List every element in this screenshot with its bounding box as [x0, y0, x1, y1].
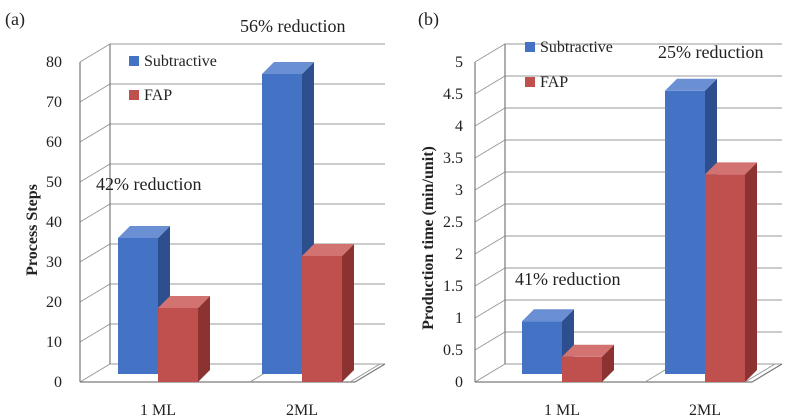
x-category-label: 2ML [689, 402, 721, 419]
panel-b-legend-subtractive: Subtractive [540, 39, 613, 56]
gridline [474, 107, 782, 127]
panel-a-bars [118, 62, 354, 382]
bar-top-subtractive [522, 309, 574, 322]
bar-top-subtractive [665, 78, 717, 91]
panel-a-chart: (a) Process Steps 0 10 20 30 40 50 60 70 80 1 ML… [5, 9, 386, 419]
y-tick-label: 10 [46, 334, 62, 351]
y-tick-label: 60 [46, 134, 62, 151]
gridline [474, 75, 782, 95]
bar-side-fap [198, 296, 210, 382]
panel-b-x-categories: 1 ML 2ML [544, 402, 721, 419]
panel-a-annotation-2ml: 56% reduction [240, 16, 345, 36]
y-tick-label: 40 [46, 214, 62, 231]
bar-top-fap [302, 244, 354, 256]
gridline [474, 139, 782, 159]
floor-divider [744, 363, 776, 383]
y-tick-label: 0.5 [443, 342, 463, 359]
bar-top-subtractive [262, 62, 314, 74]
panel-b-annotation-2ml: 25% reduction [658, 42, 763, 62]
y-tick-label: 3.5 [443, 150, 463, 167]
legend-swatch-subtractive [525, 42, 535, 52]
bar-subtractive-1ml [118, 238, 158, 374]
y-axis-line [79, 44, 111, 382]
y-tick-label: 1 [455, 310, 463, 327]
legend-swatch-subtractive [129, 56, 139, 66]
y-tick-label: 1.5 [443, 278, 463, 295]
bar-subtractive-2ml [262, 74, 302, 374]
bar-subtractive-1ml [522, 321, 562, 374]
legend-swatch-fap [525, 77, 535, 87]
bar-side-fap [602, 344, 614, 382]
y-tick-label: 5 [455, 54, 463, 71]
y-tick-label: 20 [46, 294, 62, 311]
y-tick-label: 70 [46, 94, 62, 111]
bar-fap-1ml [562, 356, 602, 382]
bar-fap-2ml [302, 256, 342, 382]
y-tick-label: 30 [46, 254, 62, 271]
panel-a-y-axis-label: Process Steps [24, 184, 41, 276]
bar-side-fap [342, 244, 354, 382]
y-tick-label: 3 [455, 182, 463, 199]
panel-b-bars [522, 78, 757, 382]
panel-a-legend: Subtractive FAP [129, 53, 217, 104]
x-category-label: 1 ML [140, 402, 176, 419]
bar-side-fap [745, 162, 757, 382]
panel-b-legend-fap: FAP [540, 74, 568, 91]
panel-b-y-axis-label: Production time (min/unit) [420, 146, 437, 330]
gridline [79, 83, 385, 103]
panel-b-y-ticks: 0 0.5 1 1.5 2 2.5 3 3.5 4 4.5 5 [443, 54, 463, 391]
bar-top-fap [705, 162, 757, 175]
y-tick-label: 50 [46, 174, 62, 191]
y-tick-label: 80 [46, 54, 62, 71]
panel-b-legend: Subtractive FAP [525, 39, 613, 91]
bar-top-fap [562, 344, 614, 357]
y-tick-label: 4.5 [443, 86, 463, 103]
gridline [79, 203, 385, 223]
panel-a-legend-subtractive: Subtractive [144, 53, 217, 70]
bar-fap-2ml [705, 174, 745, 382]
bar-subtractive-2ml [665, 90, 705, 375]
bar-fap-1ml [158, 308, 198, 382]
panel-b-label: (b) [418, 9, 439, 30]
y-tick-label: 0 [54, 374, 62, 391]
panel-a-y-ticks: 0 10 20 30 40 50 60 70 80 [46, 54, 62, 391]
panel-a-annotation-1ml: 42% reduction [96, 174, 201, 194]
y-axis-line [474, 44, 506, 382]
panel-a-legend-fap: FAP [144, 87, 172, 104]
gridline [79, 43, 385, 63]
bar-top-subtractive [118, 226, 170, 238]
panel-a-x-categories: 1 ML 2ML [140, 402, 318, 419]
panel-b-annotation-1ml: 41% reduction [515, 269, 620, 289]
panel-a-label: (a) [5, 9, 25, 30]
x-category-label: 1 ML [544, 402, 580, 419]
y-tick-label: 2 [455, 246, 463, 263]
x-category-label: 2ML [286, 402, 318, 419]
legend-swatch-fap [129, 90, 139, 100]
bar-top-fap [158, 296, 210, 308]
y-tick-label: 0 [455, 374, 463, 391]
floor-divider [349, 363, 381, 383]
gridline [79, 123, 385, 143]
panel-b-chart: (b) Production time (min/unit) 0 0.5 1 1.5 2… [418, 9, 783, 419]
y-tick-label: 4 [455, 118, 463, 135]
y-tick-label: 2.5 [443, 214, 463, 231]
